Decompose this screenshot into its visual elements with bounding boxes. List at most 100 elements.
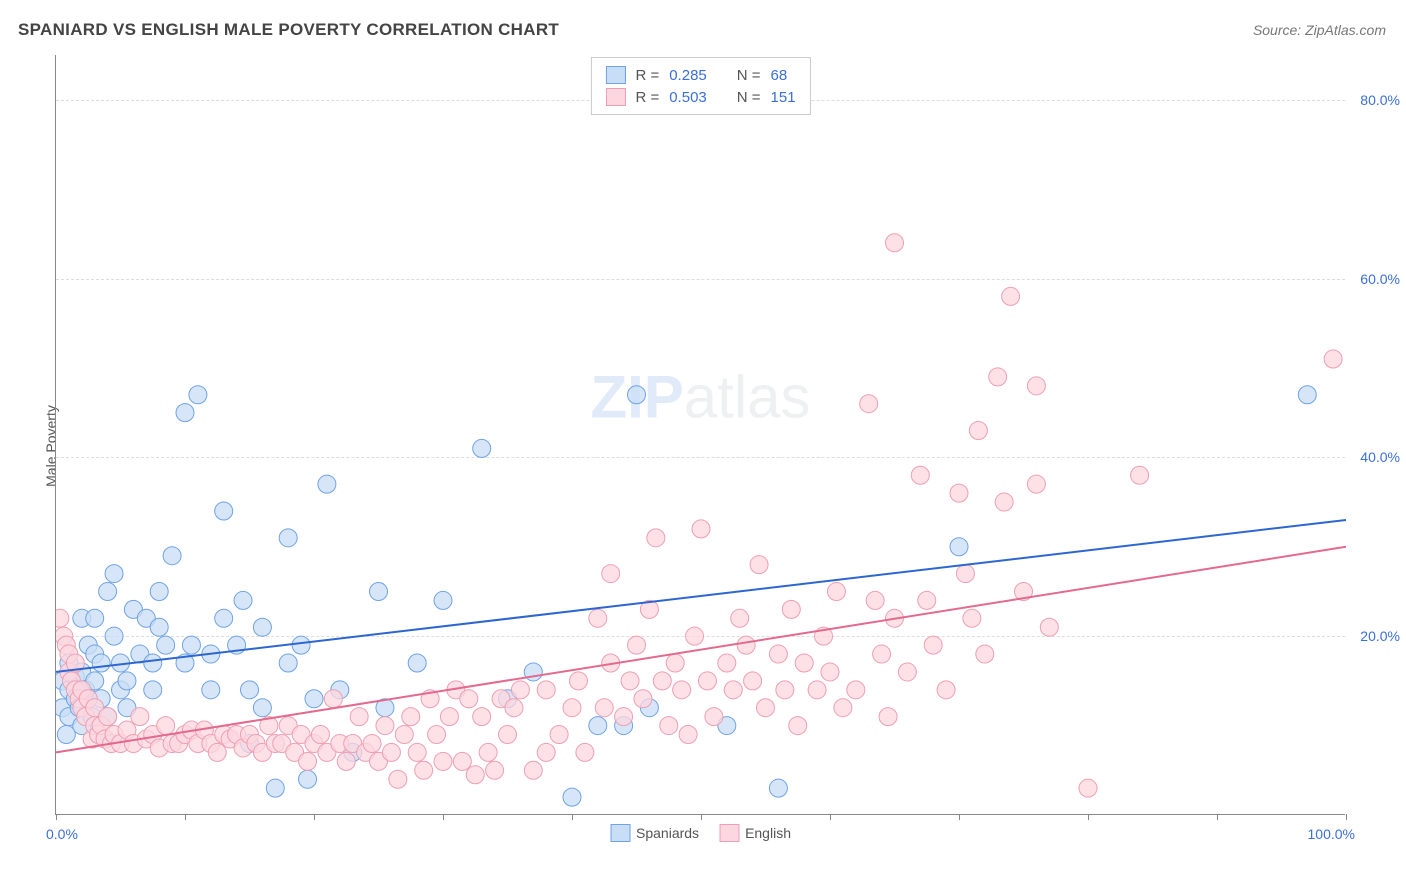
data-point (673, 681, 691, 699)
data-point (615, 708, 633, 726)
data-point (847, 681, 865, 699)
data-point (724, 681, 742, 699)
data-point (537, 681, 555, 699)
data-point (589, 717, 607, 735)
data-point (157, 636, 175, 654)
data-point (834, 699, 852, 717)
data-point (1040, 618, 1058, 636)
data-point (950, 538, 968, 556)
data-point (99, 582, 117, 600)
data-point (208, 743, 226, 761)
data-point (363, 734, 381, 752)
scatter-svg (56, 55, 1346, 815)
data-point (918, 591, 936, 609)
data-point (299, 770, 317, 788)
data-point (486, 761, 504, 779)
data-point (744, 672, 762, 690)
data-point (679, 726, 697, 744)
data-point (692, 520, 710, 538)
data-point (937, 681, 955, 699)
data-point (144, 681, 162, 699)
data-point (86, 609, 104, 627)
data-point (1002, 287, 1020, 305)
data-point (924, 636, 942, 654)
x-axis-min-label: 0.0% (46, 826, 78, 842)
data-point (950, 484, 968, 502)
data-point (731, 609, 749, 627)
data-point (666, 654, 684, 672)
n-label: N = (737, 89, 761, 106)
data-point (337, 752, 355, 770)
data-point (1027, 475, 1045, 493)
data-point (634, 690, 652, 708)
data-point (499, 726, 517, 744)
r-value: 0.503 (669, 89, 707, 106)
data-point (956, 565, 974, 583)
legend-series-label: English (745, 825, 791, 841)
data-point (563, 788, 581, 806)
data-point (782, 600, 800, 618)
data-point (686, 627, 704, 645)
data-point (253, 699, 271, 717)
data-point (253, 618, 271, 636)
data-point (202, 681, 220, 699)
data-point (395, 726, 413, 744)
legend-swatch (719, 824, 739, 842)
data-point (473, 439, 491, 457)
chart-container: SPANIARD VS ENGLISH MALE POVERTY CORRELA… (0, 0, 1406, 892)
data-point (653, 672, 671, 690)
data-point (460, 690, 478, 708)
data-point (182, 636, 200, 654)
data-point (776, 681, 794, 699)
data-point (266, 779, 284, 797)
data-point (408, 654, 426, 672)
data-point (56, 609, 69, 627)
data-point (215, 609, 233, 627)
data-point (628, 636, 646, 654)
r-label: R = (635, 89, 659, 106)
data-point (234, 591, 252, 609)
data-point (99, 708, 117, 726)
data-point (241, 681, 259, 699)
data-point (1079, 779, 1097, 797)
data-point (453, 752, 471, 770)
data-point (434, 752, 452, 770)
data-point (324, 690, 342, 708)
data-point (1298, 386, 1316, 404)
data-point (660, 717, 678, 735)
data-point (989, 368, 1007, 386)
n-value: 151 (771, 89, 796, 106)
legend-swatch (605, 88, 625, 106)
y-tick-label: 80.0% (1360, 92, 1400, 108)
data-point (118, 672, 136, 690)
data-point (279, 654, 297, 672)
x-tick (1346, 814, 1347, 820)
data-point (318, 475, 336, 493)
plot-area: ZIPatlas R =0.285N =68R =0.503N =151 Spa… (55, 55, 1345, 815)
data-point (757, 699, 775, 717)
data-point (576, 743, 594, 761)
data-point (1131, 466, 1149, 484)
data-point (131, 708, 149, 726)
data-point (479, 743, 497, 761)
y-tick-label: 20.0% (1360, 628, 1400, 644)
y-tick-label: 40.0% (1360, 449, 1400, 465)
data-point (769, 645, 787, 663)
n-label: N = (737, 67, 761, 84)
x-axis-max-label: 100.0% (1308, 826, 1355, 842)
data-point (911, 466, 929, 484)
data-point (698, 672, 716, 690)
data-point (795, 654, 813, 672)
data-point (886, 234, 904, 252)
n-value: 68 (771, 67, 788, 84)
data-point (402, 708, 420, 726)
source-label: Source: ZipAtlas.com (1253, 22, 1386, 38)
data-point (511, 681, 529, 699)
data-point (769, 779, 787, 797)
data-point (215, 502, 233, 520)
data-point (1324, 350, 1342, 368)
data-point (621, 672, 639, 690)
data-point (144, 654, 162, 672)
data-point (415, 761, 433, 779)
data-point (157, 717, 175, 735)
